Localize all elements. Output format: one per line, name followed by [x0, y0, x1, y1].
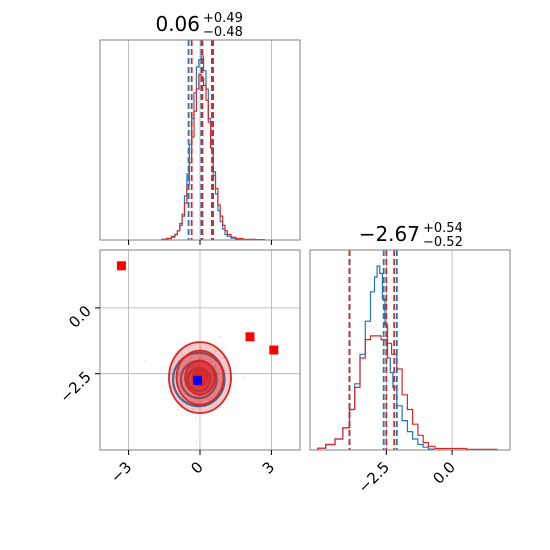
sample-point: [202, 358, 204, 360]
sample-point: [199, 358, 201, 360]
sample-point: [220, 381, 222, 384]
sample-point: [179, 385, 182, 388]
sample-point: [210, 361, 212, 364]
sample-point: [177, 374, 180, 376]
sample-point: [194, 394, 197, 397]
sample-point: [188, 348, 190, 351]
sample-point: [180, 356, 182, 359]
sample-point: [215, 367, 218, 370]
x-tick-label: −2.5: [355, 458, 393, 496]
sample-point: [206, 397, 209, 399]
contour-blue: [172, 351, 226, 408]
sample-point: [190, 356, 193, 358]
y-tick-label: 0.0: [65, 302, 95, 332]
sample-point: [205, 358, 208, 361]
sample-point: [201, 355, 204, 358]
sample-point: [209, 357, 211, 359]
sample-point: [219, 406, 222, 409]
sample-point: [199, 346, 202, 349]
histogram-title-param-1: 0.06: [155, 12, 200, 36]
sample-point: [200, 348, 203, 350]
marker-red: [269, 345, 279, 355]
sample-point: [177, 409, 180, 411]
sample-point: [184, 393, 186, 396]
sample-point: [185, 360, 188, 363]
sample-point: [207, 397, 210, 400]
panel-background: [310, 250, 510, 450]
histogram-panel-param-1: 0.06 +0.49 −0.48: [99, 11, 301, 245]
sample-point: [196, 354, 199, 357]
sample-point: [214, 350, 217, 353]
x-tick-label: 0.0: [429, 458, 459, 488]
marker-red: [116, 261, 126, 271]
sample-point: [192, 407, 195, 410]
sample-point: [220, 348, 223, 350]
histogram-title-plus-param-1: +0.49: [203, 11, 243, 26]
sample-point: [176, 355, 178, 358]
sample-point: [210, 362, 212, 365]
sample-point: [182, 363, 185, 365]
histogram-panel-param-2: −2.67 +0.54 −0.52: [309, 221, 511, 455]
sample-point: [218, 379, 221, 382]
sample-point: [223, 369, 226, 371]
histogram-title-param-2: −2.67: [359, 222, 420, 246]
sample-point: [201, 399, 204, 402]
sample-point: [213, 393, 216, 396]
sample-point: [214, 366, 216, 369]
sample-point: [219, 381, 222, 384]
sample-point: [182, 353, 185, 356]
histogram-title-minus-param-1: −0.48: [203, 25, 243, 40]
sample-point: [213, 364, 216, 367]
sample-point: [242, 377, 245, 380]
sample-point: [222, 356, 225, 359]
sample-point: [223, 345, 225, 348]
x-tick-label: −3: [107, 458, 135, 486]
contour-panel-param-1-vs-2: [95, 249, 301, 455]
histogram-title-plus-param-2: +0.54: [423, 221, 463, 236]
sample-point: [220, 376, 223, 378]
panel-frame: [309, 249, 511, 451]
sample-point: [189, 357, 192, 360]
marker-blue: [193, 375, 203, 385]
sample-point: [194, 416, 197, 418]
sample-point: [219, 335, 222, 338]
sample-point: [213, 365, 216, 368]
histogram-title-minus-param-2: −0.52: [423, 235, 463, 250]
sample-point: [200, 410, 203, 413]
sample-point: [195, 440, 198, 443]
sample-point: [182, 380, 185, 382]
sample-point: [191, 408, 193, 411]
sample-point: [215, 404, 217, 406]
sample-point: [225, 370, 228, 372]
sample-point: [201, 355, 204, 358]
marker-red: [245, 332, 255, 342]
sample-point: [219, 369, 222, 372]
sample-point: [217, 391, 220, 393]
sample-point: [216, 389, 218, 391]
x-tick-label: 3: [259, 458, 278, 477]
sample-point: [161, 384, 164, 387]
sample-point: [214, 364, 217, 367]
sample-point: [144, 359, 146, 362]
sample-point: [172, 367, 175, 370]
x-tick-label: 0: [187, 458, 206, 477]
sample-point: [211, 360, 213, 363]
sample-point: [210, 396, 213, 399]
sample-point: [177, 359, 180, 362]
y-tick-label: −2.5: [56, 368, 94, 406]
sample-point: [197, 358, 200, 360]
sample-point: [208, 358, 211, 361]
histogram-series-red: [161, 73, 265, 241]
